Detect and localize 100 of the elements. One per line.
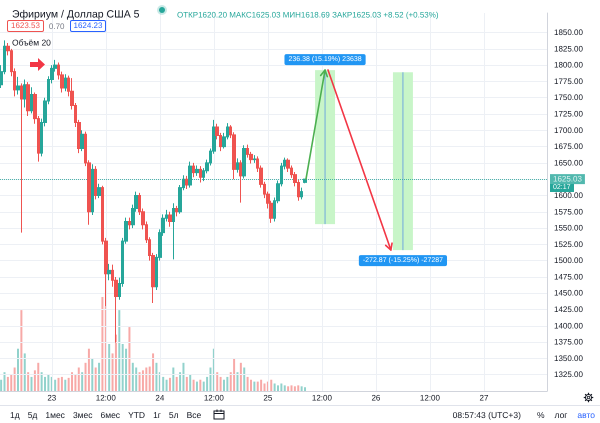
range-button[interactable]: Все bbox=[184, 408, 204, 420]
bar bbox=[60, 376, 63, 391]
y-tick-label: 1425.00 bbox=[554, 305, 584, 314]
bar bbox=[142, 370, 144, 391]
bar bbox=[274, 383, 276, 391]
bar bbox=[108, 344, 110, 391]
candlestick bbox=[97, 183, 101, 199]
y-tick-label: 1850.00 bbox=[554, 28, 584, 38]
bar bbox=[88, 348, 90, 391]
x-tick-label: 24 bbox=[155, 394, 165, 402]
bar bbox=[277, 385, 279, 391]
candlestick bbox=[242, 144, 246, 180]
spread-text: 0.70 bbox=[48, 20, 64, 32]
range-button[interactable]: YTD bbox=[126, 408, 148, 420]
bar bbox=[91, 358, 94, 391]
bar bbox=[270, 380, 272, 391]
candlestick bbox=[172, 202, 175, 260]
chart-title: Эфириум / Доллар США 5 bbox=[12, 8, 140, 20]
price-box[interactable]: 1623.53 bbox=[7, 20, 44, 32]
bar bbox=[47, 374, 50, 391]
bar bbox=[30, 376, 33, 391]
candlestick bbox=[195, 165, 199, 176]
bar bbox=[294, 386, 296, 391]
y-tick-label: 1775.00 bbox=[554, 76, 584, 86]
bar bbox=[40, 372, 43, 391]
bar bbox=[168, 378, 171, 391]
y-tick-label: 1800.00 bbox=[554, 60, 584, 70]
bar bbox=[132, 362, 134, 391]
scale-button[interactable]: лог bbox=[552, 408, 570, 420]
y-tick-label: 1500.00 bbox=[554, 256, 584, 266]
bar bbox=[304, 387, 306, 391]
candlestick bbox=[300, 187, 303, 200]
bar bbox=[192, 380, 195, 391]
x-tick-label: 26 bbox=[371, 394, 381, 402]
scale-button[interactable]: % bbox=[534, 408, 547, 420]
bar bbox=[284, 385, 286, 391]
y-tick-label: 1550.00 bbox=[554, 224, 584, 233]
bar bbox=[145, 368, 148, 391]
range-button[interactable]: 5л bbox=[166, 408, 181, 420]
bar bbox=[101, 297, 104, 391]
bar bbox=[6, 376, 9, 391]
y-tick-label: 1350.00 bbox=[554, 354, 584, 363]
bar bbox=[172, 368, 174, 391]
y-tick-label: 1650.00 bbox=[554, 158, 584, 168]
x-tick-label: 12:00 bbox=[96, 394, 116, 402]
bar bbox=[20, 310, 22, 391]
x-tick-label: 23 bbox=[47, 394, 57, 402]
bar bbox=[240, 362, 242, 391]
bar bbox=[64, 380, 66, 391]
x-tick-label: 27 bbox=[480, 394, 489, 402]
x-tick-label: 12:00 bbox=[420, 394, 440, 402]
candlestick bbox=[168, 211, 172, 228]
bar bbox=[243, 368, 246, 391]
y-tick-label: 1575.00 bbox=[554, 207, 584, 216]
candlestick bbox=[239, 160, 243, 204]
candlestick bbox=[236, 158, 239, 174]
y-tick-label: 1475.00 bbox=[554, 272, 584, 282]
bar bbox=[17, 348, 20, 391]
y-tick-label: 1725.00 bbox=[554, 110, 584, 119]
bar bbox=[138, 372, 141, 391]
bar bbox=[162, 376, 164, 391]
bar bbox=[233, 358, 236, 391]
bar bbox=[300, 386, 303, 391]
bar bbox=[186, 376, 188, 391]
candlestick bbox=[253, 154, 256, 164]
range-button[interactable]: 3мес bbox=[70, 408, 94, 420]
candlestick bbox=[185, 175, 189, 190]
bar bbox=[182, 362, 184, 391]
candlestick bbox=[16, 76, 20, 95]
chart-subtitle: ОТКР1620.20 МАКС1625.03 МИН1618.69 ЗАКР1625.03 +8.52 (+0.53%) bbox=[177, 10, 439, 20]
y-tick-label: 1325.00 bbox=[554, 370, 584, 380]
bar bbox=[128, 327, 130, 391]
range-button[interactable]: 6мес bbox=[98, 408, 122, 420]
range-button[interactable]: 1д bbox=[8, 408, 22, 420]
range-button[interactable]: 1мес bbox=[43, 408, 67, 420]
bar bbox=[297, 385, 300, 391]
x-tick-label: 25 bbox=[263, 394, 273, 402]
range-button[interactable]: 5д bbox=[26, 408, 40, 420]
bar bbox=[250, 380, 252, 391]
price-box[interactable]: 1624.23 bbox=[70, 20, 106, 32]
chart-title: Объём 20 bbox=[12, 38, 52, 48]
bar bbox=[280, 383, 282, 391]
y-tick-label: 1750.00 bbox=[554, 93, 584, 102]
bar bbox=[118, 310, 120, 391]
candlestick bbox=[107, 263, 111, 281]
bar bbox=[155, 362, 158, 391]
range-button[interactable]: 1г bbox=[151, 408, 163, 420]
candlestick bbox=[30, 86, 33, 114]
bar bbox=[236, 372, 238, 391]
candlestick bbox=[128, 217, 131, 230]
bar bbox=[166, 380, 168, 391]
scale-button[interactable]: авто bbox=[575, 408, 597, 420]
bar bbox=[290, 385, 293, 391]
bar bbox=[81, 372, 84, 391]
bar bbox=[78, 368, 80, 391]
bar bbox=[199, 380, 202, 391]
y-tick-label: 1450.00 bbox=[554, 288, 584, 298]
candlestick bbox=[80, 130, 84, 152]
bar bbox=[14, 368, 16, 391]
candlestick bbox=[192, 162, 195, 178]
